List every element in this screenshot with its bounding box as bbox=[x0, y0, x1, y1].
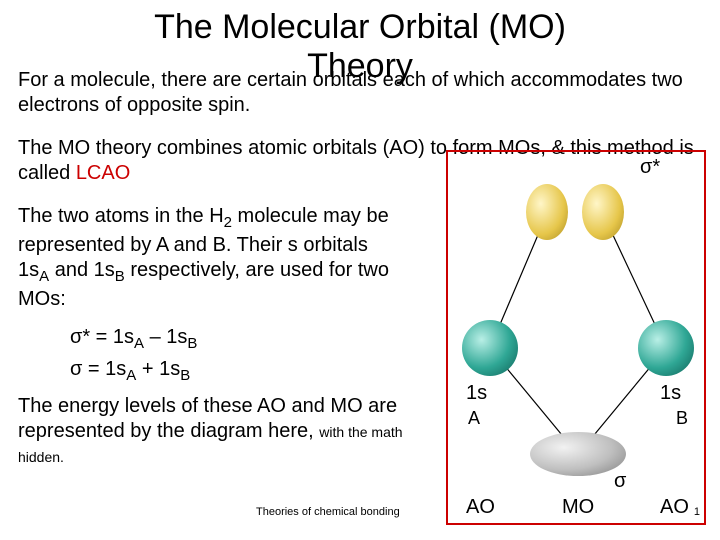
title-line1: The Molecular Orbital (MO) bbox=[154, 8, 566, 46]
eq1s1: A bbox=[134, 335, 144, 352]
label-sigma: σ bbox=[614, 470, 626, 493]
label-sigma-star: σ* bbox=[640, 156, 660, 179]
eq1a: σ* = 1s bbox=[70, 326, 134, 348]
mo-diagram: σ* 1s 1s A B σ AO MO AO bbox=[446, 150, 706, 525]
label-1s-left: 1s bbox=[466, 382, 487, 405]
paragraph-3: The two atoms in the H2 molecule may be … bbox=[0, 204, 420, 312]
eq1s2: B bbox=[187, 335, 197, 352]
label-b-right: B bbox=[676, 408, 688, 429]
ao-1s-right bbox=[638, 320, 694, 376]
p1-text: For a molecule, there are certain orbita… bbox=[18, 69, 683, 116]
sigma-bonding-lobe bbox=[530, 432, 626, 476]
eq2a: σ = 1s bbox=[70, 358, 126, 380]
label-ao-left: AO bbox=[466, 496, 495, 519]
label-a-left: A bbox=[468, 408, 480, 429]
sigma-star-lobe-left bbox=[526, 184, 568, 240]
paragraph-1: For a molecule, there are certain orbita… bbox=[0, 68, 720, 118]
eq2s2: B bbox=[180, 367, 190, 384]
eq2b: + 1s bbox=[136, 358, 180, 380]
p3-sub2: A bbox=[39, 268, 49, 285]
paragraph-4: The energy levels of these AO and MO are… bbox=[0, 394, 440, 469]
label-1s-right: 1s bbox=[660, 382, 681, 405]
eq1b: – 1s bbox=[144, 326, 187, 348]
ao-1s-left bbox=[462, 320, 518, 376]
sigma-star-lobe-right bbox=[582, 184, 624, 240]
footer-text: Theories of chemical bonding bbox=[256, 506, 400, 518]
label-mo: MO bbox=[562, 496, 594, 519]
p3-sub3: B bbox=[115, 268, 125, 285]
p3-sub1: 2 bbox=[224, 214, 232, 231]
lcao-term: LCAO bbox=[76, 162, 130, 184]
label-ao-right: AO bbox=[660, 496, 689, 519]
eq2s1: A bbox=[126, 367, 136, 384]
p3c: and 1s bbox=[49, 259, 115, 281]
p3a: The two atoms in the H bbox=[18, 205, 224, 227]
